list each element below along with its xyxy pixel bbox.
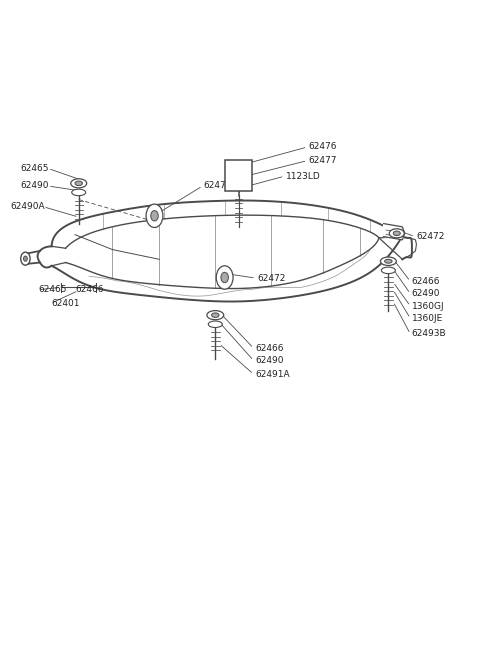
Text: 62466: 62466 (75, 286, 104, 294)
Ellipse shape (381, 257, 396, 265)
Text: 62471: 62471 (204, 181, 232, 191)
Text: 62490: 62490 (255, 356, 284, 365)
Text: 62491A: 62491A (255, 370, 290, 379)
Ellipse shape (393, 231, 400, 236)
Text: 62490: 62490 (21, 181, 49, 191)
Ellipse shape (207, 310, 224, 320)
Text: 62472: 62472 (417, 232, 445, 241)
Text: 62465: 62465 (21, 164, 49, 173)
Circle shape (24, 256, 27, 261)
Text: 1123LD: 1123LD (286, 172, 320, 181)
Text: 62490: 62490 (412, 290, 440, 298)
Ellipse shape (75, 181, 83, 185)
Ellipse shape (212, 313, 219, 318)
Text: 62466: 62466 (412, 277, 440, 286)
Circle shape (21, 252, 30, 265)
Circle shape (146, 204, 163, 227)
Text: 62493B: 62493B (412, 329, 446, 339)
Text: 62490A: 62490A (10, 202, 45, 211)
Text: 62477: 62477 (309, 156, 337, 165)
Polygon shape (384, 223, 405, 240)
Ellipse shape (72, 189, 86, 196)
Circle shape (221, 272, 228, 283)
Text: 62472: 62472 (257, 274, 286, 283)
Circle shape (216, 266, 233, 290)
Ellipse shape (389, 229, 404, 238)
FancyBboxPatch shape (225, 160, 252, 191)
Text: 62401: 62401 (51, 299, 80, 308)
Text: 62466: 62466 (255, 344, 284, 353)
Text: 62465: 62465 (38, 286, 67, 294)
Text: 1360GJ: 1360GJ (412, 301, 444, 310)
Ellipse shape (381, 267, 396, 274)
Circle shape (151, 211, 158, 221)
Text: 62476: 62476 (309, 142, 337, 151)
Ellipse shape (208, 321, 222, 328)
Ellipse shape (71, 179, 87, 188)
Text: 1360JE: 1360JE (412, 314, 443, 323)
Ellipse shape (384, 259, 392, 263)
